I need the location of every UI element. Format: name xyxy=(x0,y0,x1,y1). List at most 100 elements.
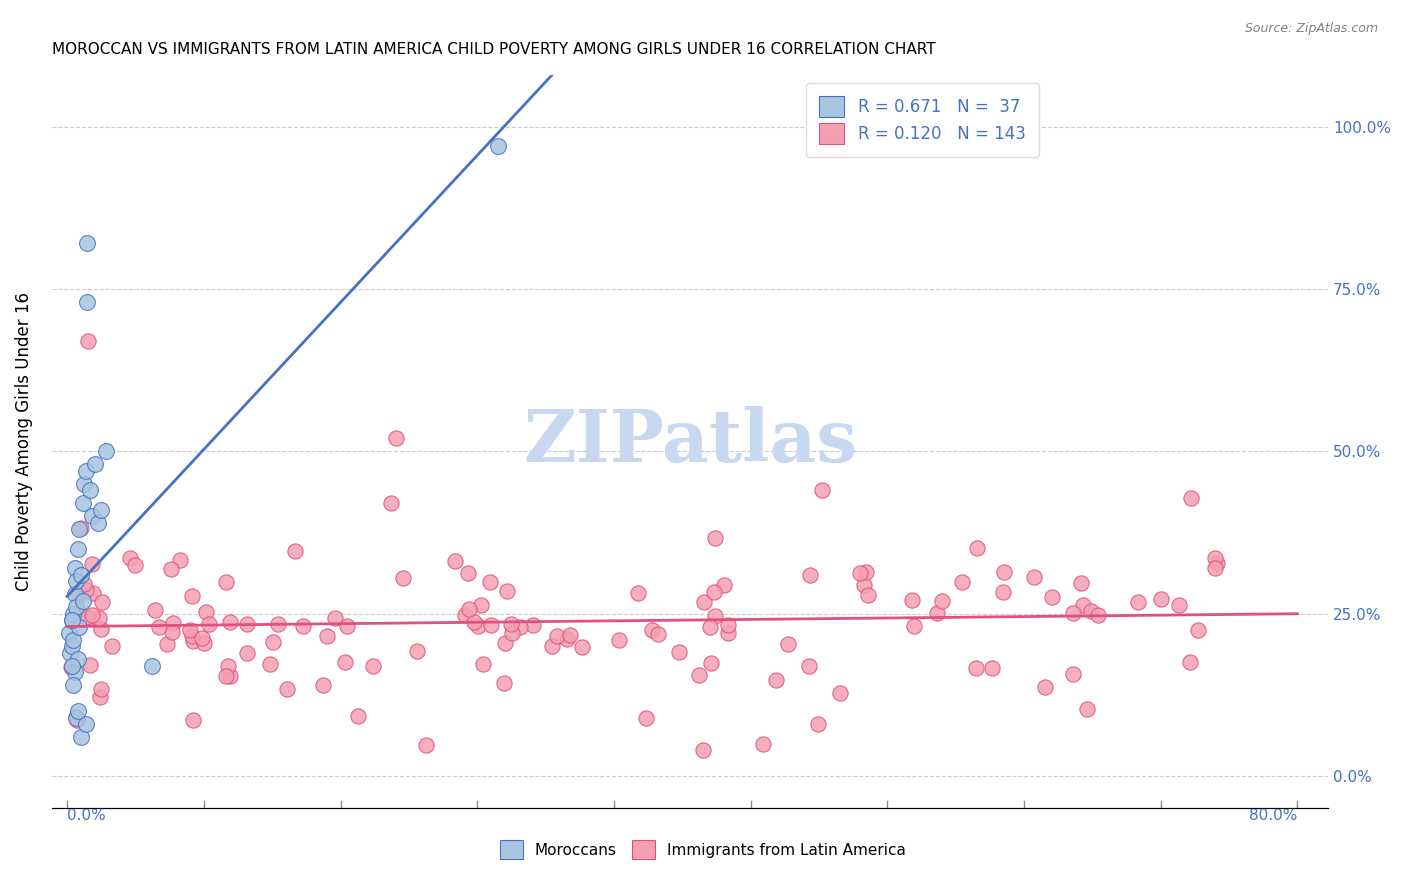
Point xyxy=(323,610,346,624)
Point xyxy=(63,561,86,575)
Point xyxy=(855,565,877,579)
Point xyxy=(181,713,204,727)
Point xyxy=(1080,604,1102,618)
Point xyxy=(267,616,290,631)
Point xyxy=(90,623,112,637)
Point xyxy=(62,678,84,692)
Point xyxy=(1033,680,1056,694)
Point xyxy=(72,593,94,607)
Point xyxy=(415,738,437,752)
Point xyxy=(181,633,204,648)
Point xyxy=(1087,607,1109,622)
Point xyxy=(385,431,408,445)
Point xyxy=(467,619,489,633)
Point xyxy=(65,710,87,724)
Text: 0.0%: 0.0% xyxy=(67,808,105,823)
Point xyxy=(903,619,925,633)
Point xyxy=(193,636,215,650)
Point xyxy=(284,544,307,558)
Point xyxy=(75,610,97,624)
Point xyxy=(853,578,876,592)
Point xyxy=(1126,595,1149,609)
Point xyxy=(162,616,184,631)
Point xyxy=(699,620,721,634)
Point xyxy=(496,584,519,599)
Point xyxy=(668,645,690,659)
Point xyxy=(1024,570,1046,584)
Point xyxy=(60,613,83,627)
Text: MOROCCAN VS IMMIGRANTS FROM LATIN AMERICA CHILD POVERTY AMONG GIRLS UNDER 16 COR: MOROCCAN VS IMMIGRANTS FROM LATIN AMERIC… xyxy=(52,42,935,57)
Point xyxy=(236,646,259,660)
Point xyxy=(70,730,93,744)
Point xyxy=(94,444,117,458)
Point xyxy=(1180,491,1202,505)
Point xyxy=(73,577,96,591)
Point xyxy=(457,566,479,580)
Point xyxy=(181,589,204,603)
Point xyxy=(966,541,988,555)
Point xyxy=(75,582,97,597)
Point xyxy=(89,690,111,704)
Point xyxy=(828,686,851,700)
Point xyxy=(1062,606,1084,620)
Point xyxy=(198,617,221,632)
Point xyxy=(703,609,725,624)
Point xyxy=(60,613,83,627)
Point xyxy=(361,658,384,673)
Point xyxy=(156,637,179,651)
Point xyxy=(807,717,830,731)
Point xyxy=(62,607,84,621)
Point xyxy=(981,661,1004,675)
Point xyxy=(1070,575,1092,590)
Point xyxy=(191,631,214,645)
Point xyxy=(169,553,191,567)
Legend: Moroccans, Immigrants from Latin America: Moroccans, Immigrants from Latin America xyxy=(492,832,914,866)
Point xyxy=(713,578,735,592)
Text: Source: ZipAtlas.com: Source: ZipAtlas.com xyxy=(1244,22,1378,36)
Point xyxy=(235,617,257,632)
Point xyxy=(993,566,1015,580)
Point xyxy=(856,588,879,602)
Point xyxy=(333,655,356,669)
Point xyxy=(541,639,564,653)
Point xyxy=(406,644,429,658)
Point xyxy=(291,618,314,632)
Point xyxy=(849,566,872,580)
Point xyxy=(67,620,90,634)
Point xyxy=(75,464,97,478)
Point xyxy=(141,658,163,673)
Point xyxy=(120,550,142,565)
Point xyxy=(458,602,481,616)
Point xyxy=(70,567,93,582)
Point xyxy=(479,574,502,589)
Legend: R = 0.671   N =  37, R = 0.120   N = 143: R = 0.671 N = 37, R = 0.120 N = 143 xyxy=(806,83,1039,157)
Point xyxy=(70,521,93,535)
Point xyxy=(1076,702,1098,716)
Point xyxy=(927,606,949,620)
Point xyxy=(148,620,170,634)
Point xyxy=(509,620,531,634)
Point xyxy=(89,611,111,625)
Point xyxy=(76,294,98,309)
Point xyxy=(607,632,630,647)
Point xyxy=(90,682,112,697)
Point xyxy=(80,509,103,524)
Point xyxy=(194,606,217,620)
Point xyxy=(82,557,104,571)
Point xyxy=(1071,599,1094,613)
Point xyxy=(87,516,110,530)
Point xyxy=(692,743,714,757)
Point xyxy=(700,656,723,670)
Point xyxy=(492,676,515,690)
Point xyxy=(499,616,522,631)
Point xyxy=(276,682,298,697)
Point xyxy=(82,586,104,600)
Point xyxy=(218,669,240,683)
Point xyxy=(60,660,83,674)
Point xyxy=(66,704,89,718)
Point xyxy=(76,236,98,251)
Point xyxy=(443,554,465,568)
Point xyxy=(83,457,105,471)
Point xyxy=(1040,591,1063,605)
Point xyxy=(797,659,820,673)
